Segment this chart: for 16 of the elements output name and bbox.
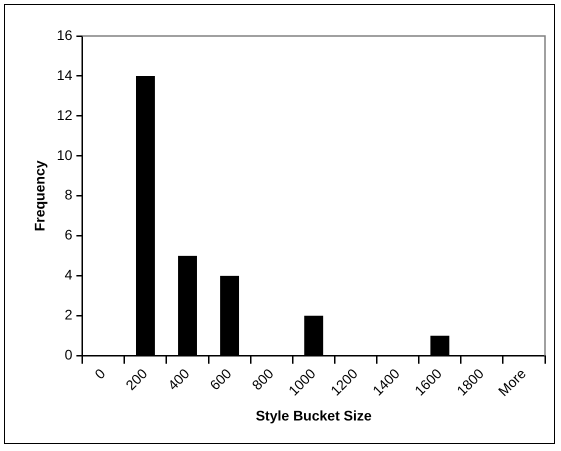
y-axis-title: Frequency	[31, 160, 48, 232]
y-tick-label: 6	[64, 226, 73, 243]
y-tick-label: 4	[64, 266, 73, 283]
x-axis-title: Style Bucket Size	[256, 407, 372, 424]
x-tick-label: 400	[164, 365, 193, 394]
y-tick-label: 0	[64, 346, 73, 363]
x-tick-label: 0	[91, 365, 108, 382]
x-tick-label: 800	[248, 365, 277, 394]
y-tick-label: 14	[56, 66, 73, 83]
y-tick-label: 16	[56, 26, 73, 43]
x-tick-label: 200	[122, 365, 150, 394]
x-tick-label: 600	[206, 365, 235, 394]
y-tick-label: 2	[64, 306, 73, 323]
y-tick-label: 12	[56, 106, 73, 123]
y-tick-label: 8	[64, 186, 73, 203]
y-tick-label: 10	[56, 146, 73, 163]
